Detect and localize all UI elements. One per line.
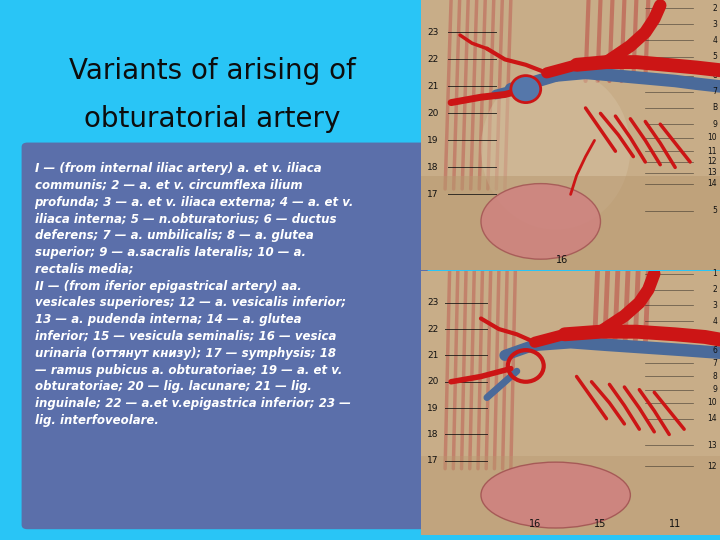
- Text: 13: 13: [707, 168, 717, 177]
- Circle shape: [511, 76, 541, 103]
- Text: 20: 20: [427, 377, 438, 386]
- Text: 7: 7: [712, 87, 717, 96]
- Text: obturatorial artery: obturatorial artery: [84, 105, 341, 133]
- Text: 11: 11: [669, 519, 681, 529]
- Text: 8: 8: [712, 71, 717, 80]
- Ellipse shape: [481, 462, 631, 528]
- Text: 18: 18: [427, 430, 438, 439]
- Text: 11: 11: [708, 147, 717, 156]
- Text: 16: 16: [556, 254, 568, 265]
- Text: 17: 17: [427, 456, 438, 465]
- Text: 16: 16: [528, 519, 541, 529]
- Text: 3: 3: [712, 20, 717, 29]
- Text: 14: 14: [707, 179, 717, 188]
- Text: 5: 5: [712, 333, 717, 341]
- Text: 18: 18: [427, 163, 438, 172]
- Text: 23: 23: [427, 28, 438, 37]
- Text: 8: 8: [712, 372, 717, 381]
- Text: 9: 9: [712, 385, 717, 394]
- Text: 21: 21: [427, 351, 438, 360]
- Text: 22: 22: [427, 325, 438, 334]
- Text: Variants of arising of: Variants of arising of: [69, 57, 356, 85]
- Text: 13: 13: [707, 441, 717, 449]
- Text: 9: 9: [712, 120, 717, 129]
- Text: 17: 17: [427, 190, 438, 199]
- Text: 7: 7: [712, 359, 717, 368]
- Text: 5: 5: [712, 206, 717, 215]
- Text: 6: 6: [712, 346, 717, 355]
- Text: 12: 12: [708, 462, 717, 470]
- Ellipse shape: [481, 184, 600, 259]
- Text: 10: 10: [707, 399, 717, 407]
- Text: 15: 15: [594, 519, 607, 529]
- FancyBboxPatch shape: [22, 143, 428, 529]
- Bar: [421, 176, 720, 270]
- Text: 1: 1: [712, 269, 717, 278]
- Text: 12: 12: [708, 158, 717, 166]
- Text: 20: 20: [427, 109, 438, 118]
- Text: 19: 19: [427, 136, 438, 145]
- Text: 23: 23: [427, 298, 438, 307]
- Text: I — (from internal iliac artery) a. et v. iliaca
communis; 2 — a. et v. circumfl: I — (from internal iliac artery) a. et v…: [35, 162, 354, 427]
- Text: 14: 14: [707, 414, 717, 423]
- Bar: [421, 456, 720, 535]
- Text: 21: 21: [427, 82, 438, 91]
- Text: 4: 4: [712, 316, 717, 326]
- Text: B: B: [712, 104, 717, 112]
- Text: 2: 2: [712, 285, 717, 294]
- Text: 19: 19: [427, 403, 438, 413]
- Text: 4: 4: [712, 36, 717, 45]
- Text: 22: 22: [427, 55, 438, 64]
- Text: 3: 3: [712, 301, 717, 310]
- Text: 10: 10: [707, 133, 717, 142]
- Ellipse shape: [481, 68, 631, 230]
- Text: 2: 2: [712, 4, 717, 12]
- Text: 5: 5: [712, 52, 717, 61]
